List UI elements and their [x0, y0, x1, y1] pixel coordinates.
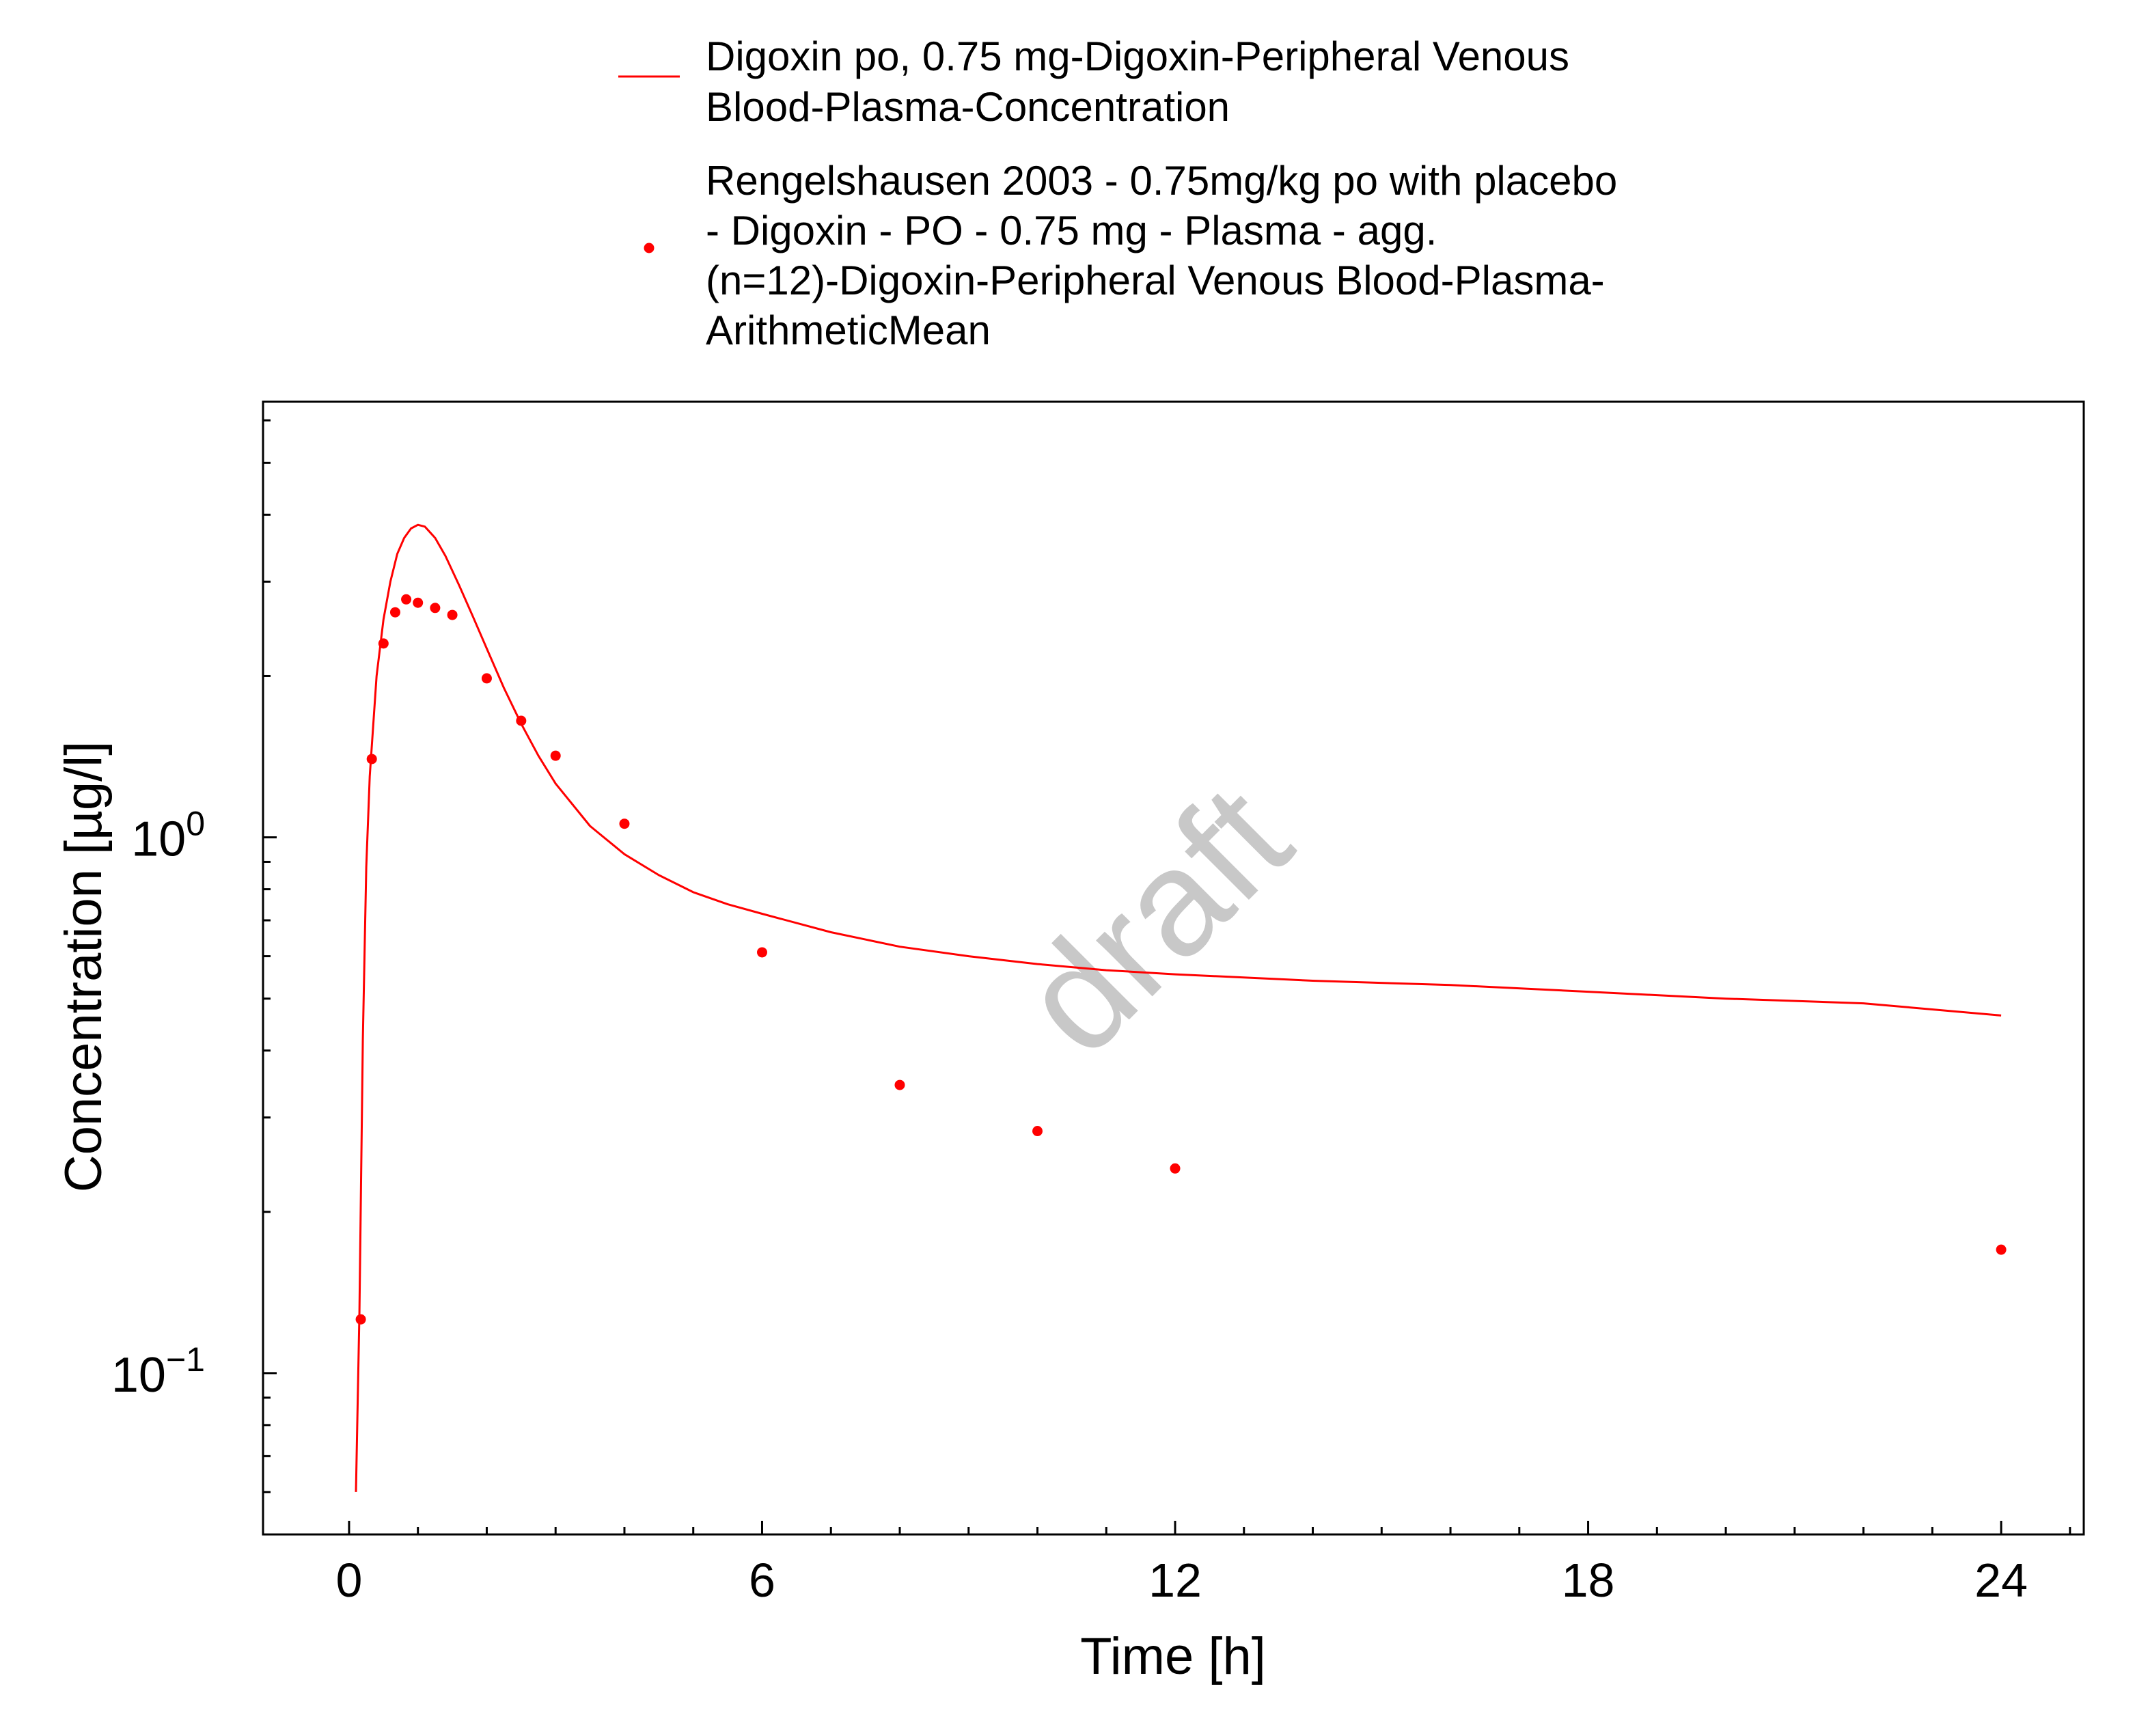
legend: Digoxin po, 0.75 mg-Digoxin-Peripheral V… — [618, 33, 1617, 353]
legend-swatch-marker — [644, 243, 655, 253]
x-axis-title: Time [h] — [1080, 1627, 1266, 1685]
plot-area — [262, 400, 2085, 1536]
x-tick-label: 18 — [1562, 1554, 1615, 1607]
y-tick-label: 10−1 — [111, 1340, 205, 1403]
y-axis: 100 10−1 — [111, 419, 277, 1536]
observed-data-point — [1170, 1163, 1181, 1174]
observed-data-point — [481, 673, 492, 684]
x-axis: 0 6 12 18 24 — [335, 1521, 2071, 1607]
observed-data-point — [378, 638, 389, 649]
y-tick-exponent: 0 — [186, 805, 205, 843]
observed-data-point — [413, 597, 424, 608]
observed-data-point — [1032, 1126, 1043, 1137]
legend-label-line-2: Blood-Plasma-Concentration — [706, 84, 1230, 130]
observed-data-point — [447, 609, 458, 620]
observed-data-point — [619, 818, 630, 829]
observed-data-point — [516, 715, 527, 726]
observed-data-point — [401, 594, 412, 605]
y-tick-label: 100 — [131, 805, 205, 867]
legend-label-scatter-1: Rengelshausen 2003 - 0.75mg/kg po with p… — [706, 158, 1617, 204]
observed-data-point — [389, 607, 400, 618]
observed-data-point — [366, 754, 377, 764]
x-tick-label: 0 — [335, 1554, 362, 1607]
y-tick-exponent: −1 — [166, 1340, 205, 1379]
x-tick-label: 12 — [1148, 1554, 1202, 1607]
legend-label-scatter-2: - Digoxin - PO - 0.75 mg - Plasma - agg. — [706, 208, 1437, 253]
observed-data-point — [756, 947, 767, 958]
observed-data-point — [1996, 1244, 2007, 1255]
observed-data-point — [355, 1314, 366, 1325]
simulation-line — [355, 523, 2002, 1492]
observed-data-point — [550, 750, 561, 761]
series-layer — [355, 523, 2007, 1492]
x-tick-label: 6 — [749, 1554, 775, 1607]
observed-data-point — [894, 1079, 905, 1090]
x-tick-label: 24 — [1974, 1554, 2028, 1607]
observed-data-point — [430, 603, 441, 614]
legend-label-line-1: Digoxin po, 0.75 mg-Digoxin-Peripheral V… — [706, 33, 1569, 79]
legend-label-scatter-3: (n=12)-Digoxin-Peripheral Venous Blood-P… — [706, 258, 1605, 303]
y-axis-title: Concentration [µg/l] — [55, 741, 113, 1193]
legend-label-scatter-4: ArithmeticMean — [706, 307, 991, 353]
